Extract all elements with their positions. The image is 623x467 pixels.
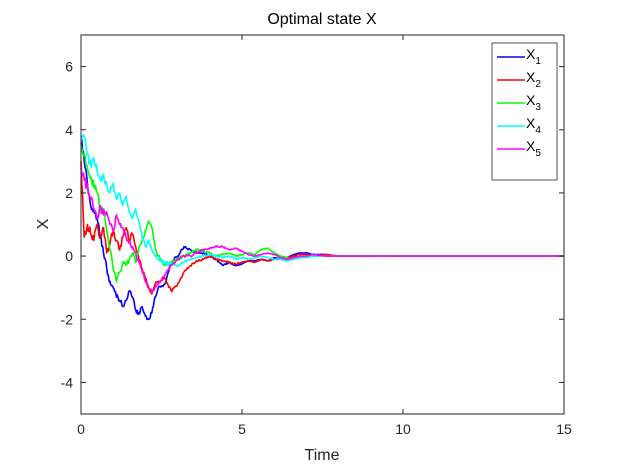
legend-label-x1: X1 bbox=[526, 46, 541, 67]
y-tick-label: 4 bbox=[65, 122, 73, 138]
x-axis-label: Time bbox=[305, 447, 340, 464]
series-line-x5 bbox=[80, 167, 564, 292]
legend-label-x2: X2 bbox=[526, 69, 541, 90]
legend-label-x3: X3 bbox=[526, 92, 541, 113]
x-tick-label: 15 bbox=[556, 421, 572, 437]
y-tick-label: -2 bbox=[61, 311, 74, 327]
legend-label-x5: X5 bbox=[526, 138, 541, 159]
y-tick-label: 0 bbox=[65, 248, 73, 264]
x-tick-label: 10 bbox=[395, 421, 411, 437]
chart-title: Optimal state X bbox=[267, 11, 377, 28]
x-tick-label: 0 bbox=[77, 421, 85, 437]
y-tick-label: 6 bbox=[65, 59, 73, 75]
x-tick-label: 5 bbox=[238, 421, 246, 437]
legend-label-x4: X4 bbox=[526, 115, 541, 136]
ticks-layer: 0 5 10 15 -4 -2 0 2 4 6 bbox=[61, 35, 572, 437]
y-axis-label: X bbox=[35, 218, 52, 229]
legend-box bbox=[491, 42, 558, 181]
y-tick-label: -4 bbox=[61, 374, 74, 390]
y-tick-label: 2 bbox=[65, 185, 73, 201]
plot-background bbox=[81, 35, 564, 414]
axes-layer bbox=[80, 34, 565, 415]
plot-frame bbox=[80, 34, 565, 415]
series-layer bbox=[80, 134, 565, 321]
